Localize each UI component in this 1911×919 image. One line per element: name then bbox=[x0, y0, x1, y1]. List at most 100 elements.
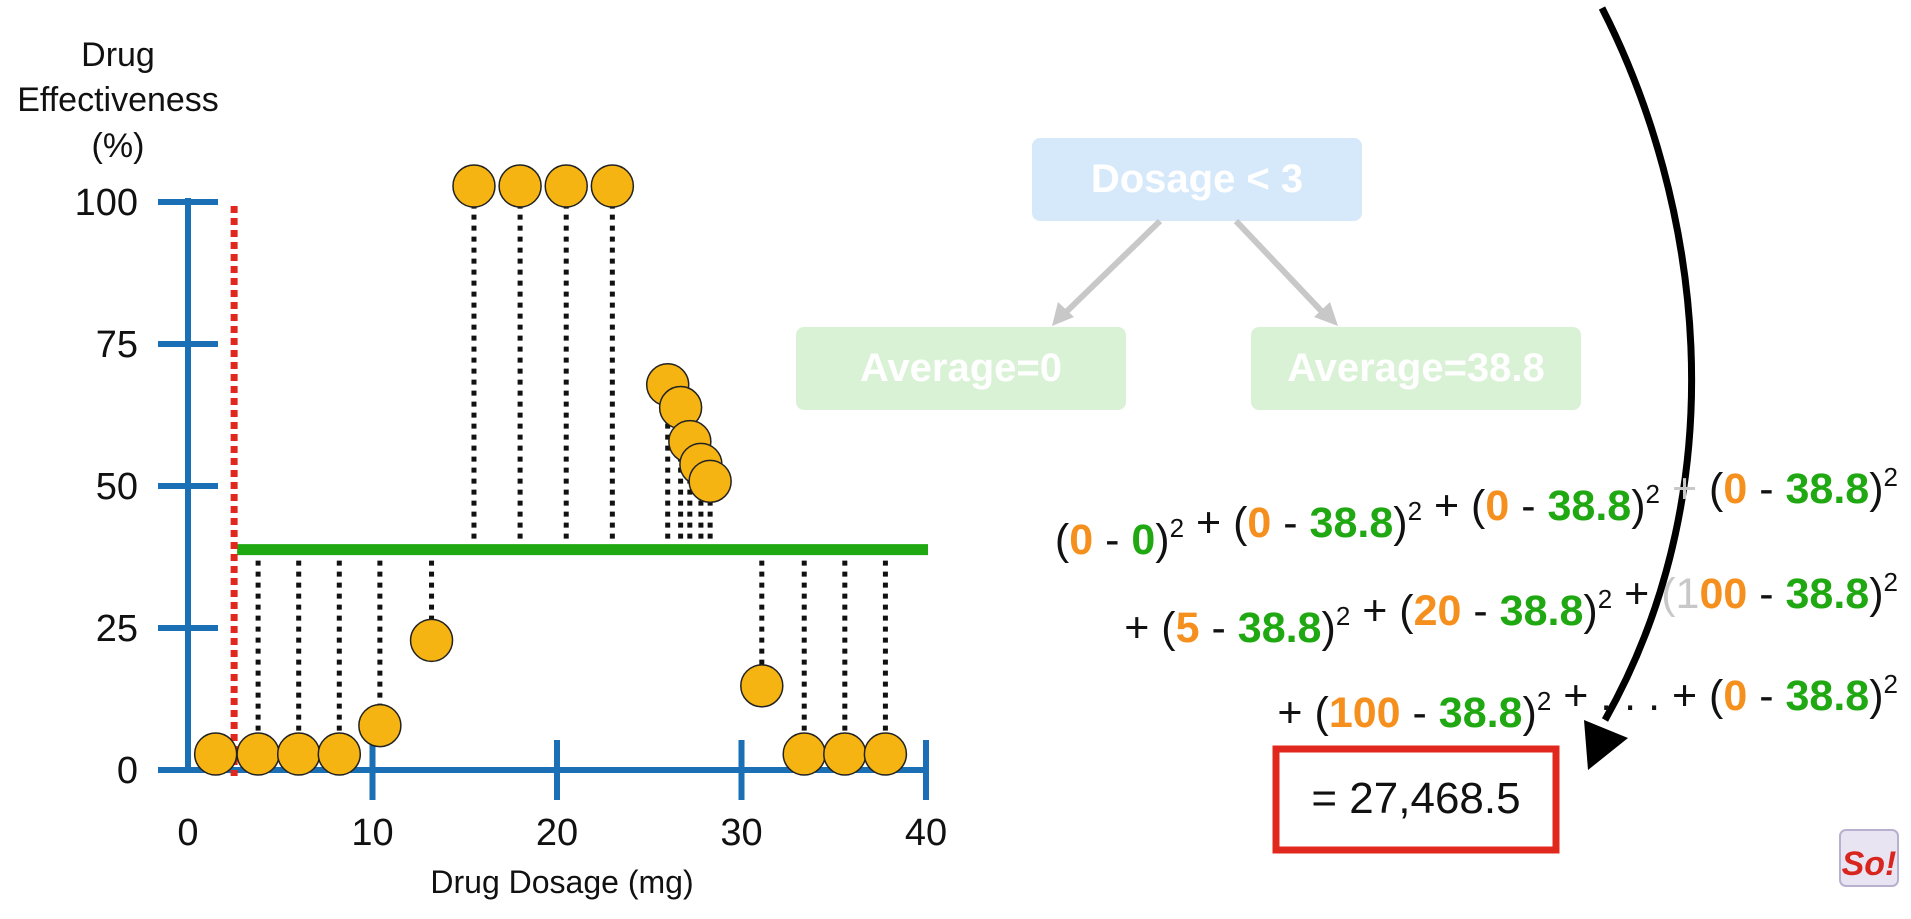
data-point bbox=[409, 618, 454, 663]
y-tick-label: 0 bbox=[117, 750, 138, 792]
x-tick-label: 30 bbox=[720, 812, 762, 854]
equation-term: 20 bbox=[1414, 587, 1462, 635]
equation-term: ) bbox=[1869, 570, 1883, 618]
equation-term: 5 bbox=[1176, 604, 1200, 652]
equation-term: 2 bbox=[1884, 669, 1898, 699]
tree-arrowhead-left bbox=[1052, 302, 1074, 326]
statquest-logo: So! bbox=[1839, 829, 1899, 887]
logo-background bbox=[1839, 829, 1899, 887]
result-value: = 27,468.5 bbox=[1311, 774, 1520, 823]
x-tick-label: 20 bbox=[536, 812, 578, 854]
equation-term: 2 bbox=[1646, 479, 1660, 509]
equation-term: 2 bbox=[1884, 462, 1898, 492]
equation-term: 38.8 bbox=[1310, 499, 1394, 547]
equation-term: ) bbox=[1869, 465, 1883, 513]
equation-term: ( bbox=[1661, 570, 1676, 618]
equation-term: + ( bbox=[1124, 604, 1176, 652]
equation-term: + ( bbox=[1350, 587, 1414, 635]
x-axis-label: Drug Dosage (mg) bbox=[430, 864, 693, 900]
equation-term: - bbox=[1401, 689, 1439, 737]
result-box bbox=[1272, 745, 1560, 854]
equation-term: 0 bbox=[1247, 499, 1271, 547]
equation-term: + ( bbox=[1422, 482, 1486, 530]
equation-term: 2 bbox=[1408, 496, 1422, 526]
equation-term: - bbox=[1461, 587, 1499, 635]
equation-term: 38.8 bbox=[1439, 689, 1523, 737]
tree-root-node bbox=[1032, 138, 1362, 221]
equation-term: - bbox=[1747, 672, 1785, 720]
y-axis-label-line: Drug bbox=[81, 36, 155, 74]
reference-lines bbox=[230, 206, 928, 776]
equation-term: ) bbox=[1155, 516, 1169, 564]
tree-arrow-left bbox=[1057, 218, 1163, 321]
data-point bbox=[823, 732, 867, 776]
equation-term: + bbox=[1660, 465, 1709, 513]
equation-term: + ( bbox=[1184, 499, 1248, 547]
data-point bbox=[863, 732, 908, 776]
equation-term: 38.8 bbox=[1500, 587, 1584, 635]
data-point bbox=[544, 164, 588, 208]
equation-term: 100 bbox=[1329, 689, 1401, 737]
data-point bbox=[193, 732, 238, 776]
logo-mark: So! bbox=[1842, 845, 1897, 883]
y-tick-label: 100 bbox=[75, 182, 138, 224]
equation-term: 2 bbox=[1537, 686, 1551, 716]
equation-term: 00 bbox=[1699, 570, 1747, 618]
equation-term: + ( bbox=[1277, 689, 1329, 737]
decision-tree: Dosage < 3 Average=0 Average=38.8 bbox=[796, 138, 1581, 410]
data-point bbox=[688, 459, 732, 504]
y-axis-label: Drug Effectiveness (%) bbox=[17, 36, 219, 165]
equation-term: 0 bbox=[1069, 516, 1093, 564]
x-tick-label: 10 bbox=[351, 812, 393, 854]
data-points bbox=[193, 164, 908, 776]
equation-term: ) bbox=[1522, 689, 1536, 737]
y-tick-label: 75 bbox=[96, 324, 138, 366]
data-point bbox=[452, 164, 496, 208]
equation-term: + bbox=[1612, 570, 1661, 618]
equation-term: 1 bbox=[1676, 570, 1700, 618]
tree-leaf-right-label: Average=38.8 bbox=[1287, 346, 1545, 390]
y-tick-label: 25 bbox=[96, 608, 138, 650]
equation-term: - bbox=[1200, 604, 1238, 652]
equation-term: ( bbox=[1709, 465, 1724, 513]
curved-arrow-path bbox=[1598, 6, 1696, 722]
equation-term: 0 bbox=[1131, 516, 1155, 564]
x-tick-label: 0 bbox=[177, 812, 198, 854]
equation-term: 0 bbox=[1723, 672, 1747, 720]
y-axis-label-line: (%) bbox=[92, 127, 145, 165]
equation-term: 38.8 bbox=[1548, 482, 1632, 530]
residual-lines bbox=[255, 202, 888, 770]
equation-term: 38.8 bbox=[1786, 570, 1870, 618]
equation-term: 2 bbox=[1884, 567, 1898, 597]
equation-term: 2 bbox=[1170, 513, 1184, 543]
data-point bbox=[782, 732, 826, 776]
equation-row: + (100 - 38.8)2 + . . . + (0 - 38.8)2 bbox=[1277, 669, 1898, 737]
sum-of-squares-equation: (0 - 0)2 + (0 - 38.8)2 + (0 - 38.8)2 + (… bbox=[1055, 462, 1898, 737]
equation-term: ) bbox=[1393, 499, 1407, 547]
equation-term: 0 bbox=[1485, 482, 1509, 530]
tree-root-label: Dosage < 3 bbox=[1091, 157, 1303, 201]
tree-leaf-left bbox=[796, 327, 1126, 410]
tree-arrowhead-right bbox=[1314, 302, 1338, 326]
equation-term: 38.8 bbox=[1786, 672, 1870, 720]
equation-term: - bbox=[1747, 465, 1785, 513]
equation-term: + . . . + ( bbox=[1551, 672, 1724, 720]
equation-term: ) bbox=[1631, 482, 1645, 530]
tree-arrow-right bbox=[1233, 218, 1331, 321]
tree-leaf-right bbox=[1251, 327, 1581, 410]
equation-term: ( bbox=[1055, 516, 1070, 564]
tree-leaf-left-label: Average=0 bbox=[860, 346, 1062, 390]
equation-term: 2 bbox=[1336, 601, 1350, 631]
equation-row: (0 - 0)2 + (0 - 38.8)2 + (0 - 38.8)2 + (… bbox=[1055, 462, 1898, 564]
equation-term: - bbox=[1747, 570, 1785, 618]
equation-term: 2 bbox=[1598, 584, 1612, 614]
equation-term: 0 bbox=[1723, 465, 1747, 513]
equation-term: 38.8 bbox=[1238, 604, 1322, 652]
y-axis-label-line: Effectiveness bbox=[17, 81, 219, 119]
equation-term: ) bbox=[1869, 672, 1883, 720]
data-point bbox=[317, 732, 362, 776]
equation-term: - bbox=[1093, 516, 1131, 564]
data-point bbox=[236, 732, 280, 776]
curved-arrow bbox=[1584, 6, 1696, 770]
